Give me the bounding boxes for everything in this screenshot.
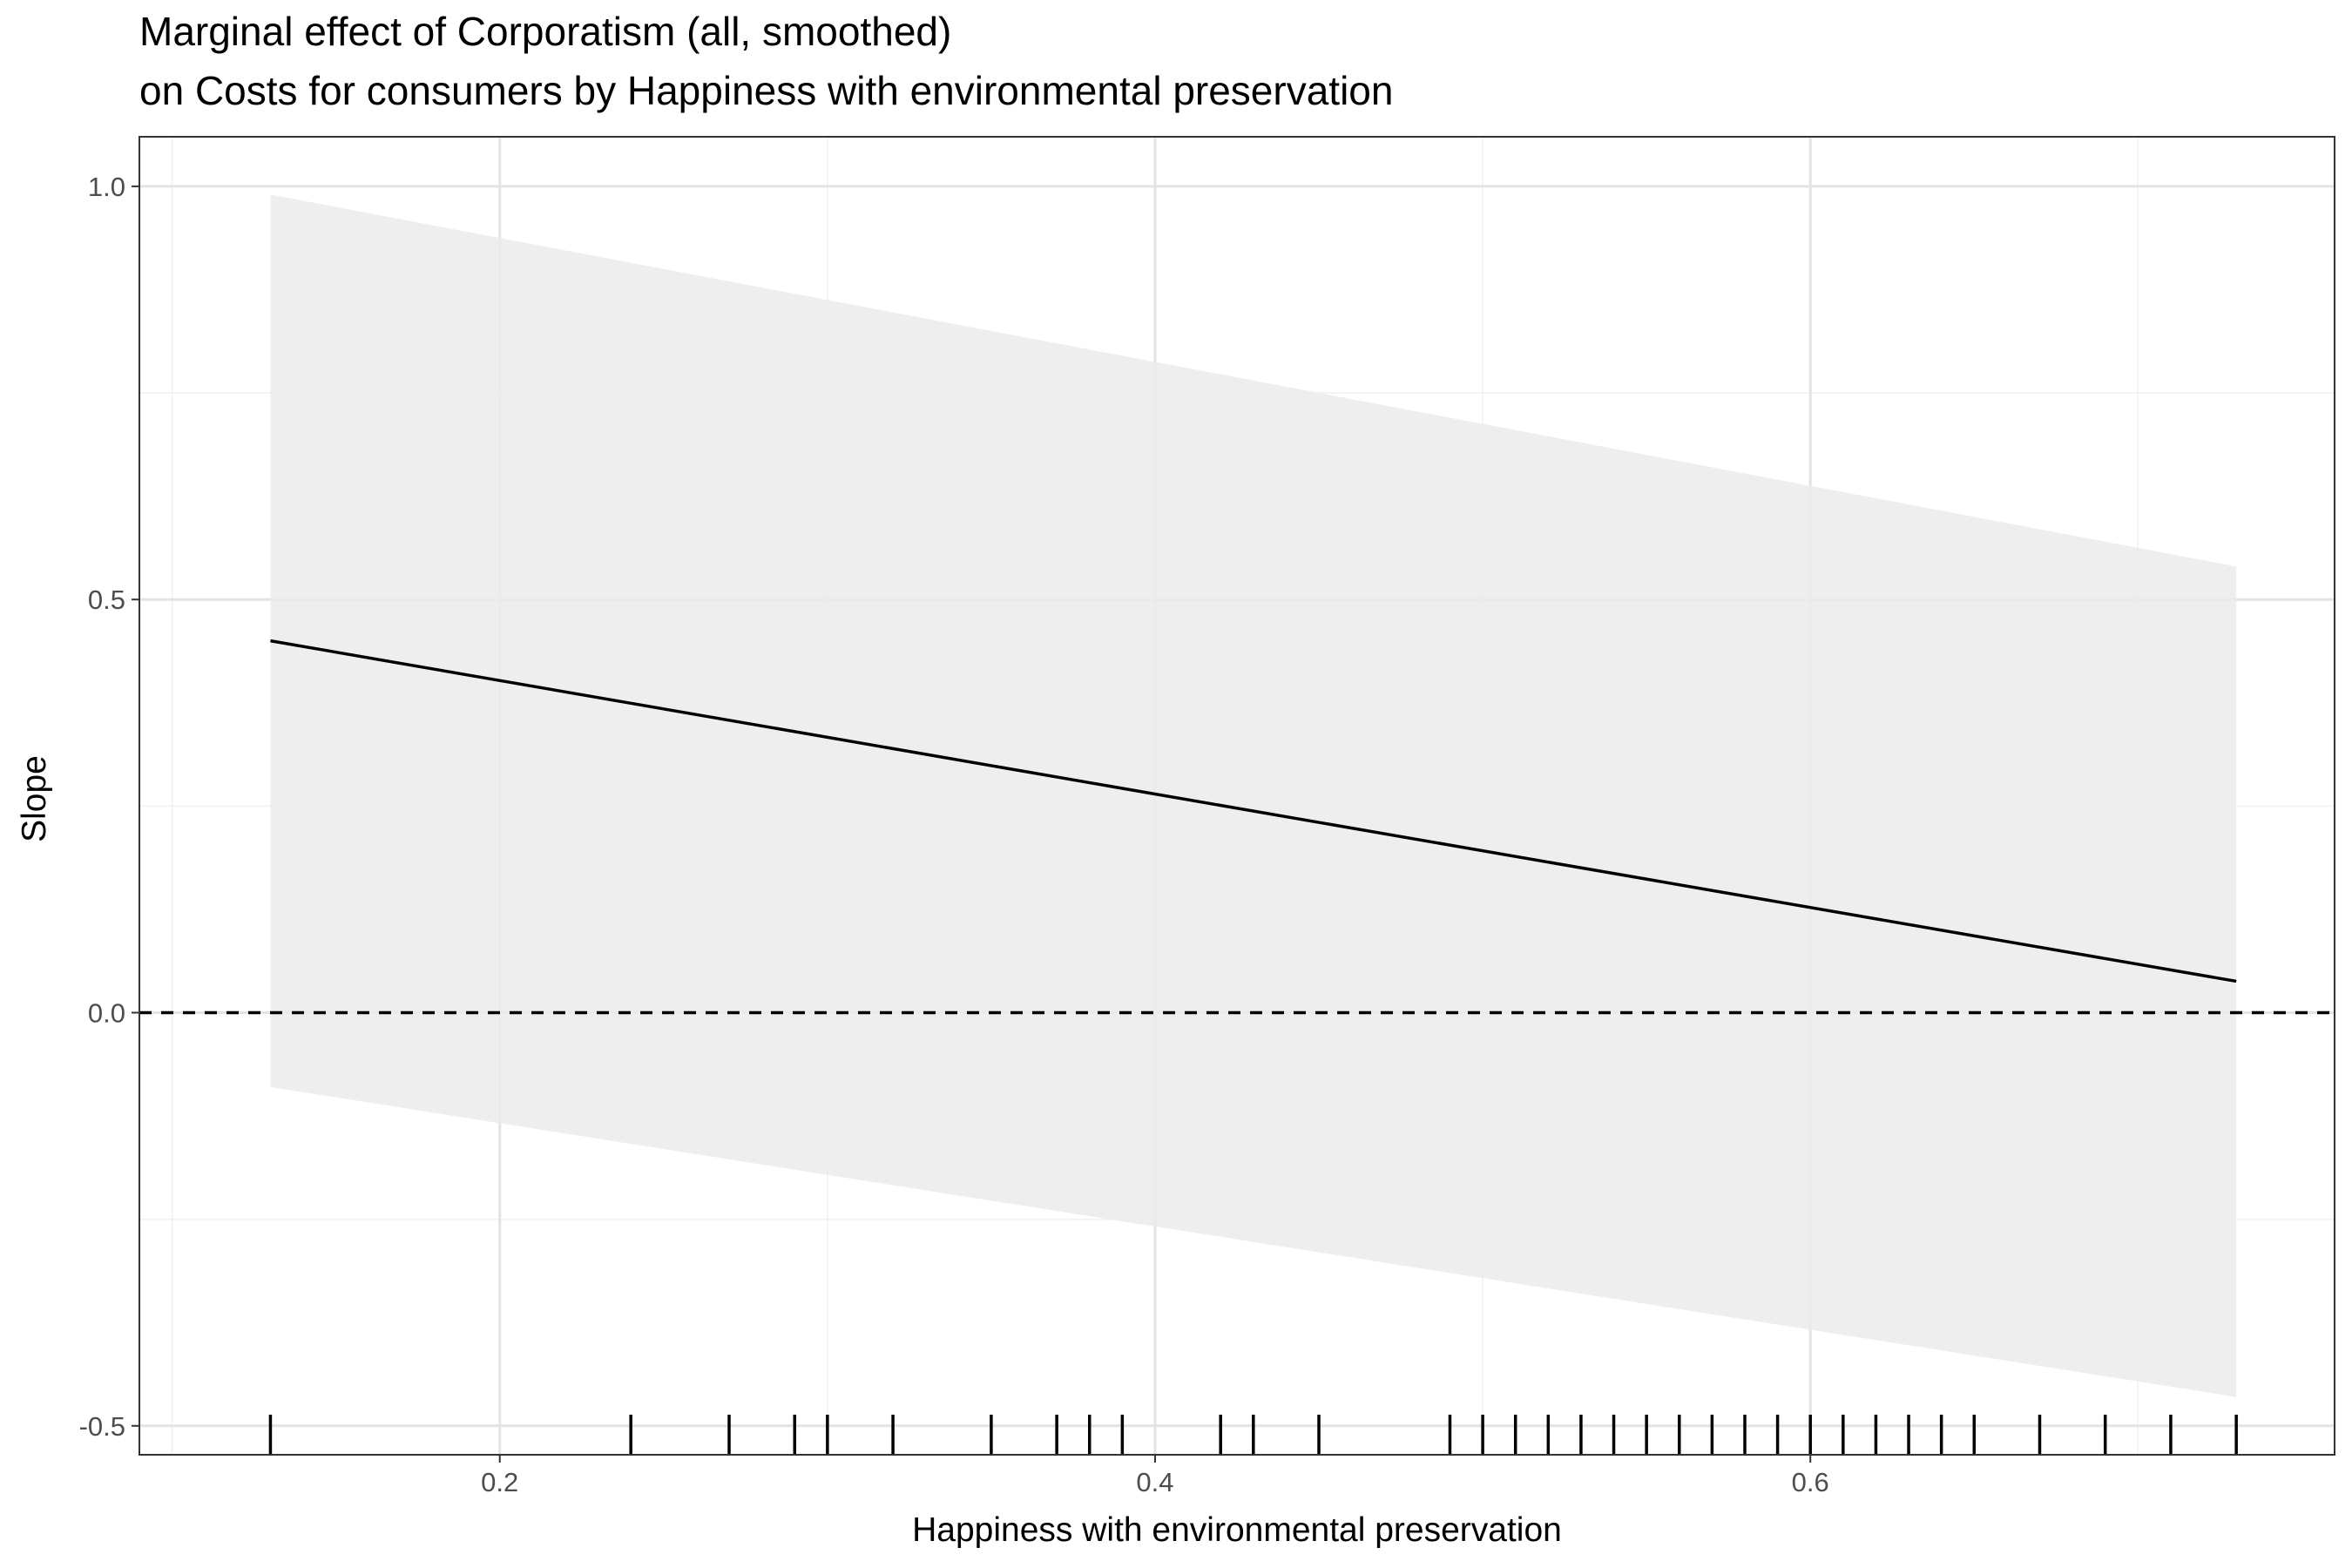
y-tick-label: -0.5: [79, 1411, 125, 1442]
x-axis-title: Happiness with environmental preservatio…: [912, 1511, 1562, 1549]
panel-border: [139, 136, 2335, 1456]
x-tick-label: 0.6: [1792, 1467, 1829, 1497]
y-axis-title: Slope: [16, 755, 53, 842]
confidence-ribbon: [270, 194, 2237, 1397]
chart-title: Marginal effect of Corporatism (all, smo…: [139, 9, 951, 54]
plot-panel: 0.2 0.4 0.6 -0.5 0.0 0.5 1.0: [79, 136, 2335, 1497]
x-tick-label: 0.2: [481, 1467, 518, 1497]
y-tick-label: 0.5: [88, 585, 125, 615]
x-tick-label: 0.4: [1136, 1467, 1173, 1497]
y-tick-label: 0.0: [88, 998, 125, 1029]
marginal-effect-line: [270, 639, 2237, 983]
chart-subtitle: on Costs for consumers by Happiness with…: [139, 68, 1393, 113]
y-tick-label: 1.0: [88, 172, 125, 202]
